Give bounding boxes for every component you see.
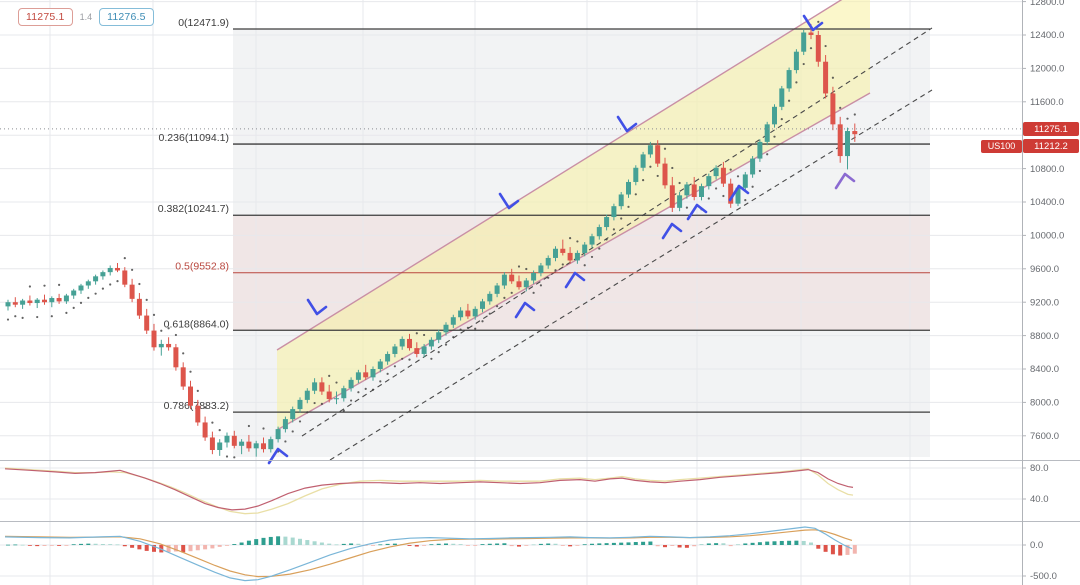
axis-label: 80.0 — [1030, 463, 1049, 474]
axis-label: 12800.0 — [1030, 0, 1064, 8]
axis-label: 12400.0 — [1030, 30, 1064, 41]
axis-label: 8000.0 — [1030, 398, 1059, 409]
axis-label: 10000.0 — [1030, 231, 1064, 242]
fibonacci-retracement[interactable]: 0(12471.9) 0.236(11094.1) 0.382(10241.7) 0.… — [158, 17, 930, 413]
bid-price-button[interactable]: 11275.1 — [18, 8, 73, 26]
ask-price-button[interactable]: 11276.5 — [99, 8, 154, 26]
arrow-markers[interactable] — [267, 14, 856, 465]
rsi-oscillator-pane — [4, 467, 854, 515]
axis-label: 7600.0 — [1030, 431, 1059, 442]
quote-bar: 11275.1 1.4 11276.5 — [18, 8, 154, 26]
axis-label: 8400.0 — [1030, 364, 1059, 375]
axis-label: -500.0 — [1030, 571, 1057, 582]
axis-label: 10800.0 — [1030, 164, 1064, 175]
fib-level-label: 0.618(8864.0) — [164, 318, 229, 330]
axis-label: 8800.0 — [1030, 331, 1059, 342]
axis-label: 0.0 — [1030, 540, 1043, 551]
spread-value: 1.4 — [79, 12, 93, 22]
fib-level-label: 0.236(11094.1) — [159, 132, 229, 144]
candlestick-series — [5, 24, 858, 457]
last-price-badge: 11275.1 — [1023, 122, 1079, 136]
fib-level-label: 0.382(10241.7) — [158, 203, 229, 215]
axis-label: 9200.0 — [1030, 297, 1059, 308]
axis-label: 40.0 — [1030, 494, 1049, 505]
fib-level-label: 0(12471.9) — [178, 17, 229, 29]
parabolic-sar-dots — [6, 20, 856, 459]
symbol-tag: US100 — [981, 139, 1022, 153]
gridlines — [0, 0, 1022, 585]
close-price-badge: 11212.2 — [1023, 139, 1079, 153]
axis-label: 12000.0 — [1030, 64, 1064, 75]
fib-level-label: 0.5(9552.8) — [175, 261, 229, 273]
axis-label: 10400.0 — [1030, 197, 1064, 208]
axis-label: 11600.0 — [1030, 97, 1064, 108]
macd-pane — [4, 526, 857, 582]
price-axis[interactable]: 12800.0 12400.0 12000.0 11600.0 10800.0 10400… — [1022, 0, 1064, 582]
dashed-trendlines[interactable] — [301, 27, 933, 460]
axis-label: 9600.0 — [1030, 264, 1059, 275]
